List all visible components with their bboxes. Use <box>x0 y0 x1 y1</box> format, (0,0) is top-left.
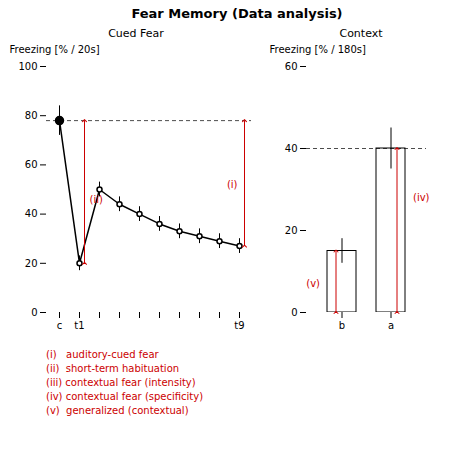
html-text:(ii) short-term habituation: (ii) short-term habituation <box>46 363 180 374</box>
svg-text:b: b <box>339 320 345 331</box>
html-text:(iii) contextual fear (intensi: (iii) contextual fear (intensity) <box>46 377 196 388</box>
html-text:(v) generalized (contextual): (v) generalized (contextual) <box>46 405 189 416</box>
svg-text:0: 0 <box>291 307 297 318</box>
svg-text:60: 60 <box>25 159 38 170</box>
svg-text:t9: t9 <box>234 320 244 331</box>
svg-text:Freezing [% / 20s]: Freezing [% / 20s] <box>10 44 100 55</box>
svg-text:t1: t1 <box>74 320 84 331</box>
svg-text:60: 60 <box>285 61 298 72</box>
html-text:Cued Fear: Cued Fear <box>108 27 164 40</box>
html-text:(iv) contextual fear (specific: (iv) contextual fear (specificity) <box>46 391 204 402</box>
html-text:(i) auditory-cued fear: (i) auditory-cued fear <box>46 349 159 360</box>
svg-text:40: 40 <box>285 143 298 154</box>
svg-text:80: 80 <box>25 110 38 121</box>
svg-text:Freezing [% / 180s]: Freezing [% / 180s] <box>270 44 367 55</box>
svg-text:a: a <box>388 320 394 331</box>
svg-text:(v): (v) <box>306 278 320 289</box>
svg-text:(iv): (iv) <box>413 192 430 203</box>
svg-text:c: c <box>57 320 63 331</box>
html-text:Context: Context <box>339 27 383 40</box>
svg-text:20: 20 <box>285 225 298 236</box>
svg-text:20: 20 <box>25 258 38 269</box>
svg-text:0: 0 <box>31 307 37 318</box>
svg-text:(ii): (ii) <box>90 194 103 205</box>
html-text:Fear Memory (Data analysis): Fear Memory (Data analysis) <box>131 6 343 21</box>
svg-text:(i): (i) <box>227 179 238 190</box>
svg-text:40: 40 <box>25 208 38 219</box>
svg-text:100: 100 <box>18 61 37 72</box>
